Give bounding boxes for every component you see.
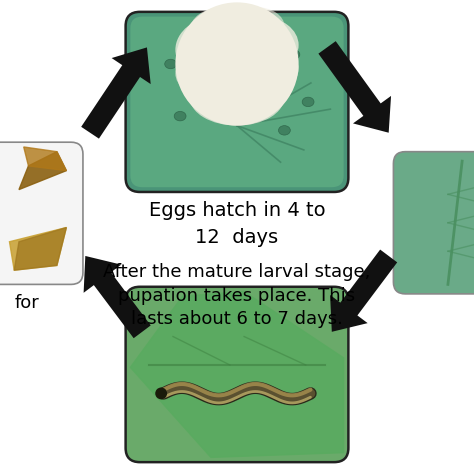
FancyArrow shape: [81, 47, 151, 138]
FancyBboxPatch shape: [126, 287, 348, 462]
Polygon shape: [19, 152, 66, 190]
Ellipse shape: [190, 69, 284, 126]
Polygon shape: [130, 292, 344, 457]
Ellipse shape: [278, 126, 290, 135]
Ellipse shape: [242, 45, 299, 92]
Ellipse shape: [302, 97, 314, 107]
Ellipse shape: [228, 7, 284, 45]
Polygon shape: [14, 228, 66, 270]
FancyArrow shape: [330, 249, 397, 332]
FancyBboxPatch shape: [0, 142, 83, 284]
FancyArrow shape: [83, 256, 151, 338]
Text: for: for: [14, 294, 39, 312]
Ellipse shape: [155, 388, 167, 399]
Ellipse shape: [231, 17, 243, 26]
FancyArrow shape: [319, 41, 391, 133]
Text: After the mature larval stage,
pupation takes place. This
lasts about 6 to 7 day: After the mature larval stage, pupation …: [103, 263, 371, 328]
FancyBboxPatch shape: [393, 152, 474, 294]
Ellipse shape: [175, 17, 261, 83]
Ellipse shape: [288, 50, 300, 59]
FancyBboxPatch shape: [126, 12, 348, 192]
Polygon shape: [9, 228, 66, 270]
Ellipse shape: [175, 2, 299, 126]
Ellipse shape: [190, 7, 256, 55]
Ellipse shape: [164, 59, 176, 69]
Polygon shape: [24, 147, 66, 171]
FancyBboxPatch shape: [130, 17, 344, 187]
Ellipse shape: [175, 50, 242, 97]
Ellipse shape: [174, 111, 186, 121]
Ellipse shape: [223, 17, 299, 73]
Text: Eggs hatch in 4 to
12  days: Eggs hatch in 4 to 12 days: [149, 201, 325, 247]
